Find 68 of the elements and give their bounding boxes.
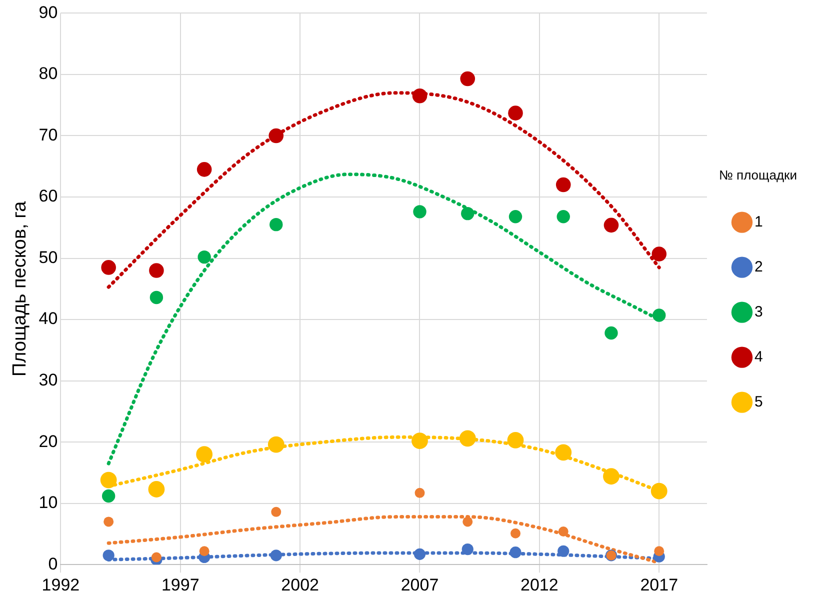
point xyxy=(510,546,522,558)
point xyxy=(412,88,428,104)
point xyxy=(413,205,426,218)
y-tick-label: 30 xyxy=(38,370,58,390)
point xyxy=(507,432,524,448)
point xyxy=(652,246,667,262)
point xyxy=(101,260,116,275)
point xyxy=(604,218,619,233)
point xyxy=(508,210,522,224)
y-tick-label: 0 xyxy=(48,554,58,574)
point xyxy=(603,468,620,485)
point xyxy=(654,546,664,556)
y-tick-label: 80 xyxy=(38,64,58,84)
point xyxy=(555,444,572,461)
point xyxy=(652,308,666,322)
point xyxy=(270,218,283,232)
point xyxy=(460,71,476,86)
y-tick-label: 90 xyxy=(38,2,58,22)
x-tick-label: 2012 xyxy=(520,575,558,594)
x-tick-label: 2017 xyxy=(640,575,678,594)
point xyxy=(558,545,570,557)
legend-label: 1 xyxy=(754,213,763,230)
point xyxy=(102,550,114,562)
point xyxy=(268,128,284,144)
legend-label: 4 xyxy=(754,348,763,366)
point xyxy=(198,250,211,264)
y-tick-label: 70 xyxy=(38,125,58,144)
point xyxy=(558,526,568,537)
point xyxy=(270,550,282,562)
point xyxy=(150,290,164,304)
y-tick-label: 50 xyxy=(38,248,58,267)
point xyxy=(510,528,520,538)
point xyxy=(459,430,476,447)
legend-label: 2 xyxy=(754,258,763,276)
point xyxy=(508,106,523,120)
point xyxy=(414,548,426,560)
x-tick-label: 1992 xyxy=(42,575,80,594)
point xyxy=(148,481,165,498)
point xyxy=(271,506,282,517)
point xyxy=(199,546,210,556)
legend-title: № площадки xyxy=(718,167,798,182)
point xyxy=(412,432,428,450)
point xyxy=(650,482,668,500)
point xyxy=(268,436,284,453)
x-tick-label: 2007 xyxy=(400,575,439,594)
point xyxy=(151,552,162,562)
x-tick-label: 1997 xyxy=(161,575,200,594)
point xyxy=(100,472,117,488)
point xyxy=(461,206,474,220)
legend-label: 5 xyxy=(754,393,763,410)
point xyxy=(556,177,571,192)
point xyxy=(104,516,114,527)
point xyxy=(196,446,213,463)
point xyxy=(462,543,474,556)
point xyxy=(149,263,164,278)
x-tick-label: 2002 xyxy=(281,575,319,594)
point xyxy=(604,326,618,340)
y-tick-label: 40 xyxy=(38,309,58,328)
y-tick-label: 20 xyxy=(38,432,58,451)
point xyxy=(556,210,570,224)
y-axis-title: Площадь песков, га xyxy=(10,200,31,376)
point xyxy=(196,162,212,177)
legend-label: 3 xyxy=(754,303,763,320)
y-tick-label: 60 xyxy=(38,186,58,206)
point xyxy=(414,488,425,498)
point xyxy=(462,516,473,527)
y-tick-label: 10 xyxy=(38,493,58,512)
point xyxy=(102,489,116,503)
